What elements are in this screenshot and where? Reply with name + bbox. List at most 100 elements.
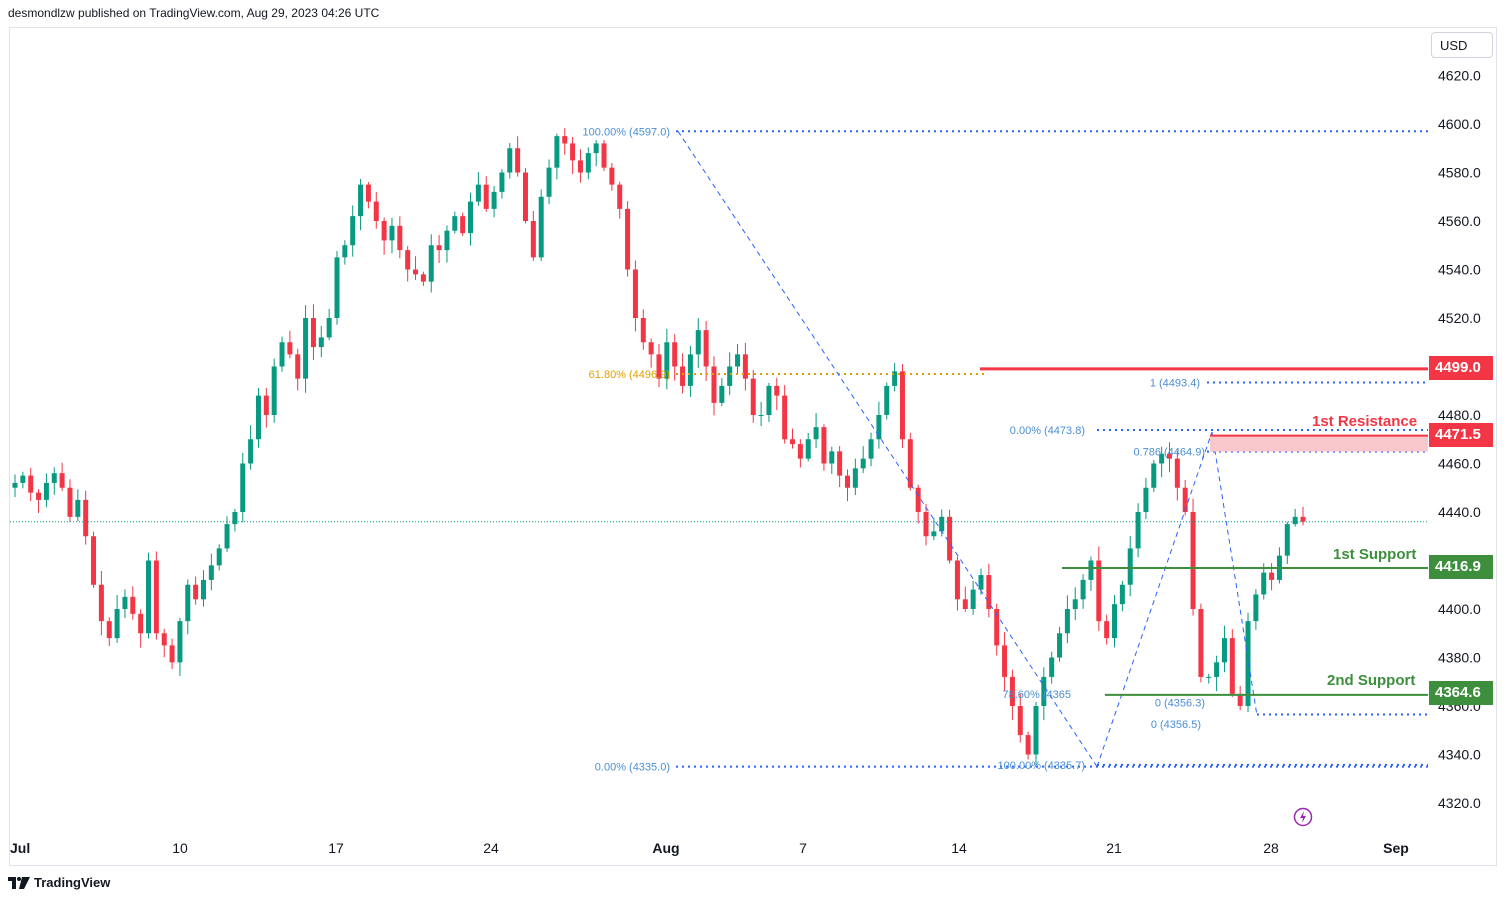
candle-body: [499, 172, 505, 192]
publisher-header: desmondlzw published on TradingView.com,…: [8, 6, 380, 20]
candle-body: [538, 196, 544, 258]
y-tick-label: 4340.0: [1438, 747, 1481, 763]
candle-body: [797, 444, 803, 459]
resistance-zone: [1210, 435, 1428, 452]
candle-body: [1190, 512, 1196, 609]
candle-body: [632, 269, 638, 318]
candle-body: [373, 201, 379, 221]
candle-body: [962, 599, 968, 609]
candle-body: [978, 575, 984, 590]
currency-button[interactable]: USD: [1431, 32, 1493, 58]
tradingview-logo-icon: [8, 876, 30, 889]
candle-body: [51, 473, 57, 483]
candle-body: [813, 427, 819, 440]
candle-body: [200, 579, 206, 600]
candle-body: [766, 385, 772, 415]
candle-body: [1159, 453, 1165, 464]
candles-layer: [12, 128, 1306, 766]
chart-frame[interactable]: [9, 27, 1497, 866]
candle-body: [1174, 458, 1180, 488]
first-support-label: 1st Support: [1333, 546, 1417, 563]
candle-body: [334, 257, 340, 318]
candle-body: [923, 512, 929, 537]
candle-body: [1049, 657, 1055, 677]
candle-body: [138, 613, 144, 634]
candle-body: [1033, 706, 1039, 755]
candle-body: [1104, 621, 1110, 639]
candle-body: [1221, 638, 1227, 663]
x-tick-label: 14: [951, 840, 967, 856]
candle-body: [405, 250, 411, 270]
candle-body: [1292, 516, 1298, 525]
candle-body: [837, 451, 843, 476]
candle-body: [67, 487, 73, 517]
candle-body: [1127, 548, 1133, 585]
candle-body: [742, 354, 748, 379]
candle-body: [491, 191, 497, 209]
candle-body: [1300, 516, 1306, 522]
candle-body: [342, 245, 348, 258]
candle-body: [428, 245, 434, 282]
candle-body: [727, 366, 733, 386]
candle-body: [28, 475, 34, 493]
candle-body: [1088, 560, 1094, 580]
candle-body: [1214, 662, 1220, 677]
candle-body: [829, 451, 835, 464]
candle-body: [153, 560, 159, 634]
candle-body: [625, 208, 631, 270]
candle-body: [1284, 524, 1290, 556]
candle-body: [507, 148, 513, 173]
candle-body: [287, 342, 293, 355]
candle-body: [1229, 638, 1235, 694]
candle-body: [263, 395, 269, 415]
ext-0786-label: 0.786 (4464.9): [1133, 447, 1205, 459]
candle-body: [358, 184, 364, 217]
candle-body: [1166, 453, 1172, 459]
candle-body: [350, 216, 356, 246]
candle-body: [735, 354, 741, 367]
candle-body: [271, 366, 277, 415]
y-tick-label: 4540.0: [1438, 262, 1481, 278]
y-tick-label: 4480.0: [1438, 407, 1481, 423]
first-resistance-price-label: 4471.5: [1429, 423, 1493, 447]
flash-icon[interactable]: [1293, 807, 1313, 827]
candle-body: [1057, 633, 1063, 658]
candle-body: [601, 143, 607, 168]
candle-body: [892, 371, 898, 386]
candle-body: [994, 609, 1000, 646]
candle-body: [931, 531, 937, 537]
candle-body: [483, 184, 489, 209]
candle-body: [570, 143, 576, 161]
y-tick-label: 4460.0: [1438, 456, 1481, 472]
candle-body: [475, 184, 481, 202]
ext-1-label: 1 (4493.4): [1150, 378, 1200, 390]
x-tick-label: Jul: [10, 840, 30, 856]
candle-body: [318, 337, 324, 348]
candle-body: [546, 167, 552, 197]
candle-body: [444, 230, 450, 251]
candle-body: [310, 318, 316, 348]
candle-body: [562, 136, 568, 144]
candle-body: [1261, 572, 1267, 595]
fib-100-top-label: 100.00% (4597.0): [583, 126, 670, 138]
candle-body: [774, 385, 780, 396]
footer-brand-label: TradingView: [34, 875, 111, 890]
candle-body: [185, 584, 191, 622]
candle-body: [1002, 645, 1008, 677]
candle-body: [83, 499, 89, 537]
footer-brand[interactable]: TradingView: [8, 875, 110, 890]
candle-body: [1269, 572, 1275, 580]
overlay-layer: 100.00% (4597.0) 61.80% (4496.9) 0.00% (44…: [10, 126, 1428, 774]
x-tick-label: 28: [1263, 840, 1279, 856]
candle-body: [821, 427, 827, 464]
fib-618-label: 61.80% (4496.9): [589, 369, 670, 381]
candle-body: [1253, 594, 1259, 622]
candle-body: [648, 342, 654, 355]
candle-body: [1119, 584, 1125, 605]
candle-body: [193, 584, 199, 600]
candle-body: [295, 354, 301, 379]
candle-body: [1080, 579, 1086, 600]
candle-body: [420, 274, 426, 282]
candle-body: [852, 468, 858, 488]
